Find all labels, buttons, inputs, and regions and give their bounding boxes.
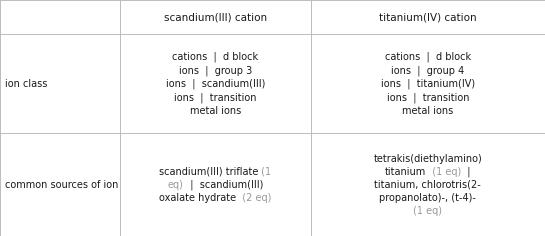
Text: oxalate hydrate: oxalate hydrate [159, 193, 236, 203]
Text: cations  |  d block
ions  |  group 3
ions  |  scandium(III)
ions  |  transition
: cations | d block ions | group 3 ions | … [166, 51, 265, 116]
Text: common sources of ion: common sources of ion [5, 180, 119, 190]
Text: scandium(III) triflate: scandium(III) triflate [159, 167, 258, 177]
Text: (1 eq): (1 eq) [426, 167, 461, 177]
Text: |: | [461, 166, 471, 177]
Text: tetrakis(diethylamino): tetrakis(diethylamino) [373, 154, 482, 164]
Text: (1 eq): (1 eq) [413, 206, 443, 216]
Text: cations  |  d block
ions  |  group 4
ions  |  titanium(IV)
ions  |  transition
m: cations | d block ions | group 4 ions | … [381, 51, 475, 116]
Text: (1: (1 [258, 167, 271, 177]
Text: eq): eq) [168, 180, 184, 190]
Text: titanium, chlorotris(2-: titanium, chlorotris(2- [374, 180, 481, 190]
Text: ion class: ion class [5, 79, 48, 89]
Text: |  scandium(III): | scandium(III) [184, 179, 263, 190]
Text: scandium(III) cation: scandium(III) cation [164, 12, 267, 22]
Text: titanium: titanium [385, 167, 426, 177]
Text: (2 eq): (2 eq) [236, 193, 271, 203]
Text: propanolato)-, (t-4)-: propanolato)-, (t-4)- [379, 193, 476, 203]
Text: titanium(IV) cation: titanium(IV) cation [379, 12, 477, 22]
